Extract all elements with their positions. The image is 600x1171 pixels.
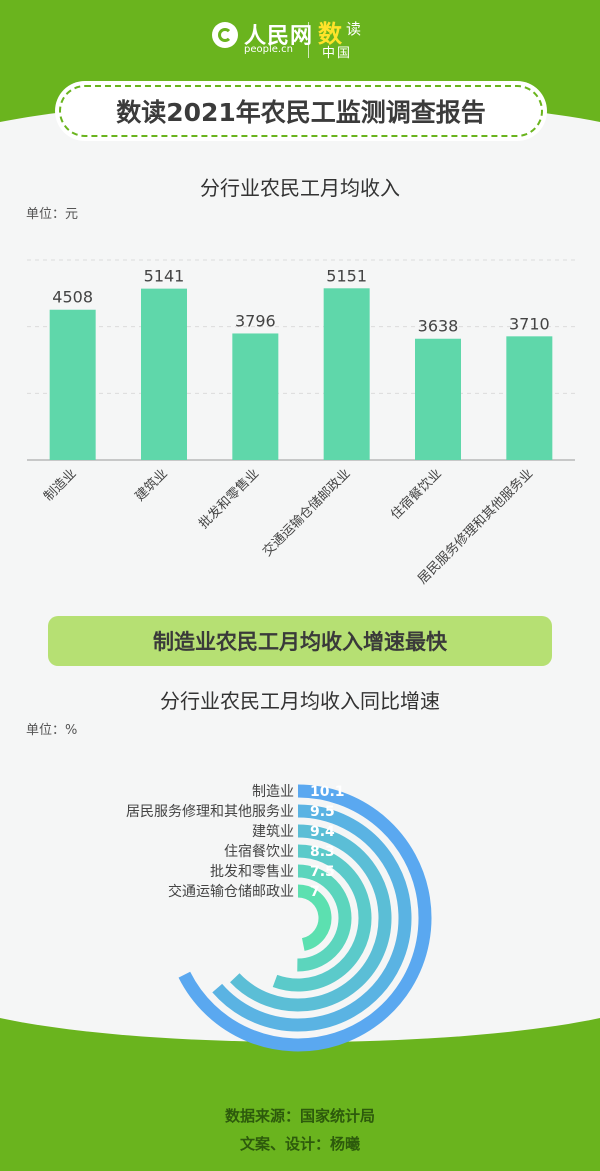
radial-value-label: 9.4	[310, 824, 335, 840]
logo-name: 人民网	[244, 23, 314, 49]
bar-category-label: 批发和零售业	[196, 466, 262, 532]
bar	[232, 333, 279, 460]
radial-bar	[297, 864, 352, 972]
brand-mark-country: 中国	[322, 46, 353, 61]
radial-value-label: 9.5	[310, 804, 335, 820]
logo-url: people.cn	[244, 44, 293, 55]
radial-value-label: 10.1	[310, 784, 345, 800]
radial-value-label: 8.3	[310, 844, 335, 860]
bar-category-label: 制造业	[41, 466, 79, 504]
radial-category-label: 制造业	[252, 784, 294, 800]
radial-chart-unit: 单位：%	[26, 723, 78, 738]
bar	[506, 336, 553, 460]
bar	[323, 288, 370, 460]
people-logo-icon	[212, 22, 238, 48]
bar-value-label: 5141	[144, 267, 185, 286]
brand-mark-sub: 读	[346, 20, 362, 38]
radial-bar	[272, 844, 372, 992]
page-title: 数读2021年农民工监测调查报告	[59, 85, 543, 137]
radial-bar	[230, 824, 392, 1012]
bar-value-label: 5151	[326, 266, 367, 285]
radial-category-label: 批发和零售业	[210, 864, 294, 880]
bar	[415, 338, 461, 460]
radial-category-label: 交通运输仓储邮政业	[168, 883, 294, 900]
radial-bar	[178, 784, 432, 1052]
credits: 文案、设计：杨曦	[239, 1135, 360, 1153]
bar-category-label: 建筑业	[132, 466, 171, 505]
radial-value-label: 7.5	[310, 864, 335, 880]
income-bar-chart: 4508 制造业 5141 建筑业 3796 批发和零售业 5151 交通运输仓储邮政业 363…	[27, 259, 575, 587]
radial-bar	[297, 884, 332, 951]
bar-value-label: 4508	[52, 288, 93, 307]
radial-category-label: 住宿餐饮业	[224, 843, 294, 860]
logo-divider	[308, 22, 309, 58]
bar-category-label: 住宿餐饮业	[388, 466, 445, 523]
header: 人民网 people.cn 数 读 中国	[0, 0, 600, 80]
bar-category-label: 交通运输仓储邮政业	[259, 466, 353, 560]
bar	[141, 288, 187, 460]
bar	[49, 309, 96, 460]
data-source: 数据来源：国家统计局	[224, 1107, 375, 1125]
bar-value-label: 3638	[418, 317, 459, 336]
radial-category-label: 建筑业	[252, 824, 294, 840]
radial-category-label: 居民服务修理和其他服务业	[126, 804, 294, 820]
radial-value-label: 7	[310, 884, 320, 900]
bar-value-label: 3796	[235, 311, 276, 330]
growth-radial-chart: 10.1 制造业 9.5 居民服务修理和其他服务业 9.4 建筑业 8.3 住宿餐饮业 7.5 批…	[126, 784, 432, 1052]
radial-chart-title: 分行业农民工月均收入同比增速	[160, 689, 440, 713]
radial-bar	[212, 804, 412, 1032]
bar-value-label: 3710	[509, 314, 550, 333]
bar-chart-unit: 单位：元	[26, 207, 79, 222]
bar-chart-title: 分行业农民工月均收入	[200, 176, 400, 200]
highlight-banner: 制造业农民工月均收入增速最快	[48, 616, 552, 666]
brand-mark: 数	[318, 19, 342, 48]
